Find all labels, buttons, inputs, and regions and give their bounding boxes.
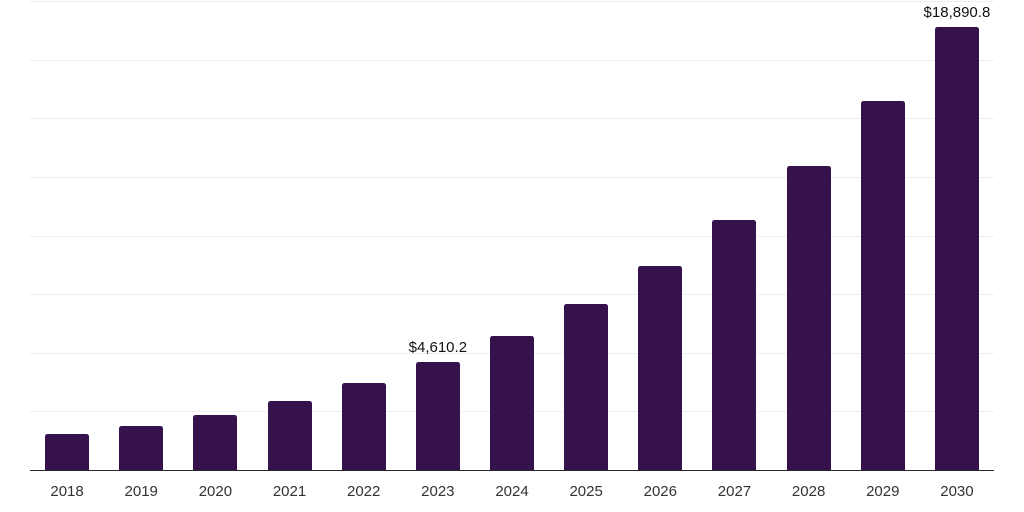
bar-2026 — [638, 266, 683, 470]
x-tick-label-2027: 2027 — [717, 483, 752, 500]
x-tick-label-2024: 2024 — [495, 483, 529, 500]
gridline — [30, 1, 994, 2]
x-tick-label-2029: 2029 — [866, 483, 900, 500]
bar-2025 — [564, 303, 609, 470]
x-tick-label-2025: 2025 — [569, 483, 603, 500]
x-axis-labels: 2018 2019 2020 2021 2022 2023 2024 2025 2026 2027… — [0, 482, 1024, 506]
gridline — [30, 294, 994, 296]
x-tick-label-2021: 2021 — [272, 483, 307, 500]
x-tick-label-2028: 2028 — [791, 483, 826, 500]
plot-area: $4,610.2 $18,890.8 — [30, 1, 994, 471]
bar-2019 — [119, 426, 164, 470]
gridline — [30, 118, 994, 120]
value-label-2030: $18,890.8 — [923, 4, 991, 22]
x-tick-label-2018: 2018 — [50, 483, 84, 500]
x-tick-label-2030: 2030 — [940, 483, 974, 500]
bar-2030 — [934, 27, 979, 470]
bar-2022 — [341, 383, 386, 470]
x-tick-label-2020: 2020 — [198, 483, 233, 500]
value-label-2023: $4,610.2 — [408, 338, 468, 356]
bar-2024 — [490, 335, 534, 470]
bar-2028 — [786, 165, 831, 470]
bar-2023 — [415, 361, 460, 470]
x-tick-label-2026: 2026 — [643, 483, 677, 500]
bar-2018 — [45, 434, 90, 470]
gridline — [30, 59, 994, 61]
gridline — [30, 235, 994, 237]
bar-2029 — [860, 101, 905, 470]
bar-2021 — [267, 401, 312, 470]
x-tick-label-2023: 2023 — [421, 483, 455, 500]
x-tick-label-2019: 2019 — [124, 483, 158, 500]
gridline — [30, 176, 994, 178]
bar-2027 — [712, 220, 757, 470]
bar-2020 — [193, 415, 238, 470]
x-tick-label-2022: 2022 — [347, 483, 381, 500]
